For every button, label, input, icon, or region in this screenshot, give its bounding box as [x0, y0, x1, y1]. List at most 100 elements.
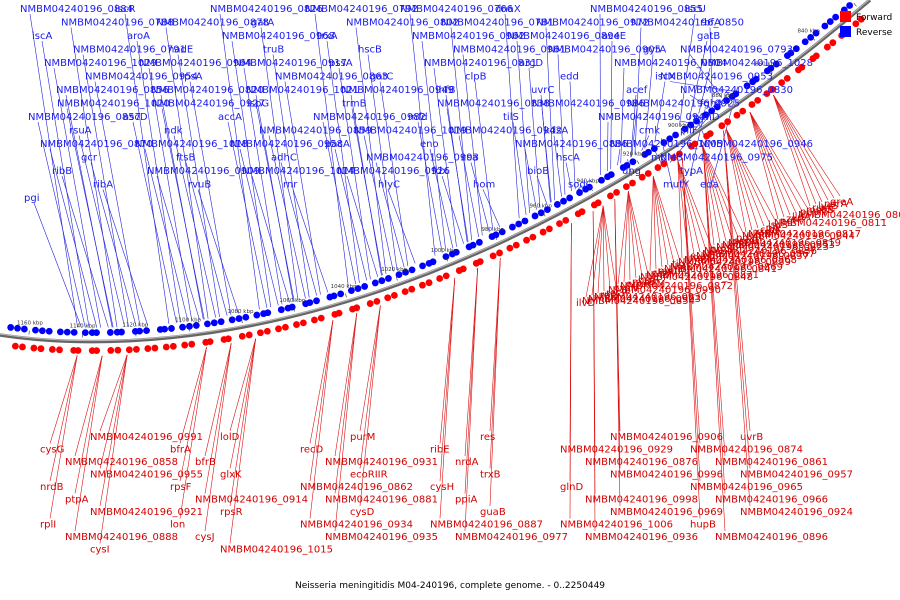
label-connector [577, 185, 583, 190]
label-connector [433, 67, 457, 247]
forward-gene-label: NMBM04240196_0929 [560, 445, 673, 456]
scale-tick-label: 940 kbp [577, 178, 600, 184]
reverse-gene-label: NMBM04240196_1005 [610, 139, 723, 150]
reverse-gene-label: NMBM04240196_0949 [341, 85, 454, 96]
label-connector [49, 355, 78, 482]
scale-tick-mark [293, 307, 296, 312]
label-connector [470, 162, 490, 233]
reverse-gene-label: sodC [568, 180, 593, 191]
label-connector [61, 175, 109, 328]
reverse-gene-label: NMBM04240196_0855 [590, 4, 703, 15]
forward-gene-arrow [644, 170, 652, 177]
reverse-gene-arrow [32, 326, 39, 334]
forward-gene-arrow [523, 236, 530, 244]
label-connector [450, 27, 472, 241]
reverse-gene-arrow [168, 325, 175, 332]
label-connector [516, 40, 530, 214]
forward-gene-arrow [459, 265, 467, 273]
label-connector [749, 111, 803, 212]
reverse-gene-arrow [192, 322, 200, 329]
forward-gene-arrow [74, 347, 82, 354]
reverse-gene-arrow [235, 315, 243, 322]
reverse-gene-label: hscA [556, 153, 580, 164]
reverse-gene-label: NMBM04240196_0986 [532, 99, 645, 110]
forward-gene-label: rplI [40, 520, 56, 531]
reverse-gene-label: uvrC [531, 85, 554, 96]
forward-gene-label: zwf [786, 214, 803, 225]
reverse-gene-label: ribB [52, 166, 72, 177]
forward-gene-arrow [390, 292, 398, 299]
reverse-gene-label: mfd [408, 112, 428, 123]
label-connector [439, 277, 456, 482]
reverse-gene-arrow [186, 322, 193, 330]
reverse-gene-label: NMBM04240196_0968 [222, 31, 335, 42]
label-connector [725, 128, 747, 233]
forward-gene-arrow [245, 331, 253, 339]
forward-gene-arrow [607, 192, 614, 200]
label-connector [417, 121, 443, 253]
label-connector [338, 67, 371, 280]
label-connector [464, 268, 478, 457]
label-connector [446, 108, 469, 242]
reverse-gene-label: NMBM04240196_0792 [305, 4, 418, 15]
reverse-gene-arrow [732, 90, 740, 98]
label-connector [165, 27, 209, 319]
forward-gene-arrow [706, 130, 714, 138]
label-connector [255, 94, 294, 302]
forward-gene-arrow [754, 96, 762, 104]
reverse-gene-label: ndk [164, 126, 183, 137]
forward-gene-label: NMBM04240196_0966 [715, 495, 828, 506]
reverse-gene-arrow [660, 139, 668, 146]
label-connector [441, 175, 464, 244]
forward-gene-arrow [539, 228, 547, 236]
label-connector [458, 135, 480, 238]
reverse-gene-arrow [521, 217, 529, 225]
genome-backbone-arc [0, 0, 872, 344]
forward-gene-label: NMBM04240196_0836 [704, 246, 817, 257]
label-connector [280, 162, 318, 296]
reverse-gene-label: NMBM04240196_0947 [598, 112, 711, 123]
reverse-gene-label: truB [263, 45, 284, 56]
reverse-gene-arrow [395, 271, 403, 279]
reverse-gene-label: ribA [93, 180, 113, 191]
reverse-gene-arrow [767, 64, 775, 72]
forward-gene-arrow [578, 208, 586, 216]
label-connector [49, 355, 78, 519]
scale-tick-label: 900 kbp [668, 123, 691, 129]
label-connector [773, 94, 829, 201]
forward-gene-arrow [442, 272, 450, 280]
label-connector [702, 144, 726, 494]
label-connector [94, 81, 141, 327]
forward-gene-arrow [401, 288, 409, 295]
forward-gene-label: ppiA [455, 495, 477, 506]
reverse-gene-label: NMBM04240196_0802 [346, 18, 459, 29]
reverse-gene-arrow [242, 313, 250, 321]
forward-gene-label: rpsF [170, 482, 192, 493]
reverse-gene-arrow [143, 327, 150, 335]
label-connector [268, 135, 306, 299]
label-connector [74, 355, 103, 532]
label-connector [725, 128, 771, 225]
reverse-gene-arrow [161, 325, 168, 333]
label-connector [363, 135, 394, 272]
label-connector [652, 176, 663, 268]
forward-gene-label: cysI [90, 545, 110, 556]
scale-tick-mark [188, 327, 190, 332]
forward-gene-label: clpP [652, 268, 673, 279]
label-connector [99, 354, 128, 432]
reverse-gene-label: NMBM04240196_0962 [412, 31, 525, 42]
reverse-gene-label: NMBM04240196_0859 [259, 126, 372, 137]
label-connector [375, 162, 405, 268]
reverse-gene-arrow [607, 171, 615, 179]
reverse-gene-label: NMBM04240196_0958 [230, 139, 343, 150]
reverse-gene-arrow [743, 82, 751, 90]
forward-gene-arrow [660, 160, 668, 168]
forward-gene-label: NMBM04240196_0935 [325, 532, 438, 543]
reverse-gene-label: pilF [680, 126, 698, 137]
reverse-gene-arrow [772, 60, 780, 68]
reverse-gene-label: ihfB [436, 85, 456, 96]
reverse-gene-label: argD [519, 58, 543, 69]
forward-gene-label: bfrB [195, 457, 216, 468]
label-connector [698, 67, 711, 114]
label-connector [652, 176, 681, 262]
